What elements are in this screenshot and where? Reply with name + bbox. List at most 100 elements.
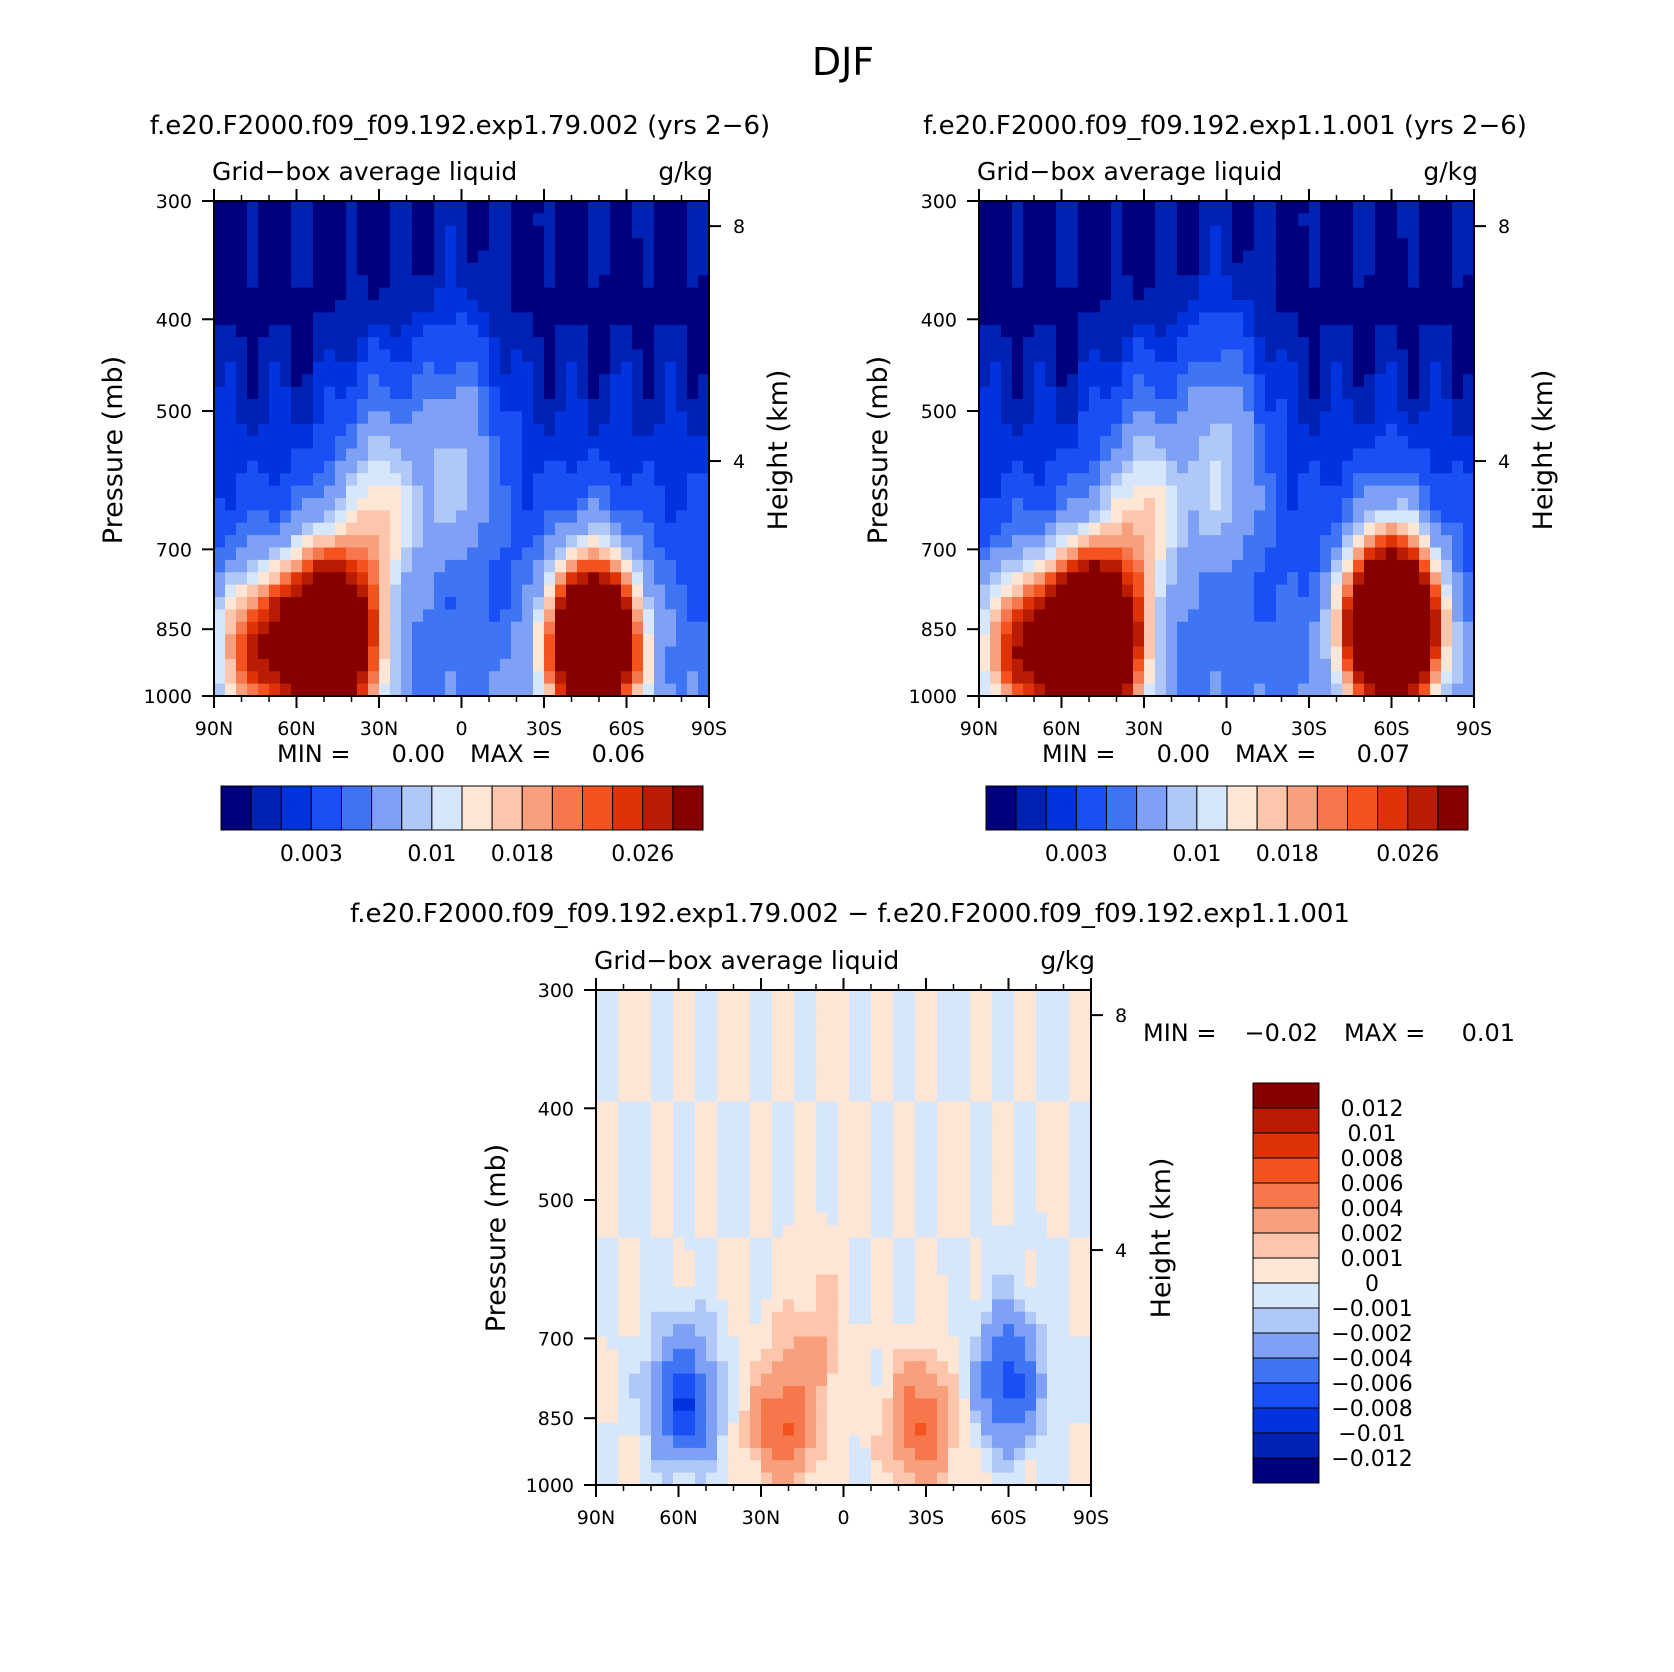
contour-cell	[654, 374, 666, 388]
contour-cell	[621, 399, 633, 412]
contour-cell	[992, 1262, 1004, 1276]
contour-cell	[676, 498, 688, 511]
contour-cell	[390, 349, 402, 363]
contour-cell	[1023, 498, 1035, 511]
contour-cell	[401, 423, 413, 437]
contour-cell	[1276, 547, 1288, 561]
contour-cell	[1320, 460, 1332, 474]
contour-cell	[654, 498, 666, 511]
contour-cell	[915, 1076, 927, 1090]
contour-cell	[1243, 436, 1255, 450]
contour-cell	[335, 386, 347, 400]
contour-cell	[1056, 423, 1068, 437]
contour-cell	[247, 411, 259, 425]
contour-cell	[1003, 1287, 1015, 1300]
contour-cell	[357, 485, 369, 499]
contour-cell	[225, 572, 237, 586]
y-tick-label: 700	[156, 539, 192, 561]
contour-cell	[1430, 671, 1442, 685]
contour-cell	[695, 1039, 707, 1053]
contour-cell	[588, 597, 600, 610]
contour-cell	[1025, 1002, 1037, 1016]
contour-cell	[357, 436, 369, 450]
contour-cell	[302, 411, 314, 425]
contour-cell	[291, 510, 303, 524]
contour-cell	[533, 300, 545, 313]
contour-cell	[687, 460, 699, 474]
contour-cell	[412, 287, 424, 301]
contour-cell	[618, 1027, 630, 1041]
contour-cell	[1331, 658, 1343, 672]
y-tick-label: 300	[921, 191, 957, 213]
contour-cell	[1243, 312, 1255, 326]
contour-cell	[948, 1274, 960, 1288]
contour-cell	[1276, 374, 1288, 388]
contour-cell	[577, 386, 589, 400]
contour-cell	[1320, 559, 1332, 573]
contour-cell	[1012, 423, 1024, 437]
contour-cell	[368, 510, 380, 524]
contour-cell	[500, 473, 512, 487]
contour-cell	[1221, 423, 1233, 437]
contour-cell	[489, 572, 501, 586]
contour-cell	[684, 1076, 696, 1090]
contour-cell	[544, 522, 556, 536]
contour-cell	[1342, 361, 1354, 375]
contour-cell	[750, 1299, 762, 1313]
contour-cell	[728, 1200, 740, 1214]
contour-cell	[643, 349, 655, 363]
contour-cell	[728, 1274, 740, 1288]
contour-cell	[1014, 1262, 1026, 1276]
contour-cell	[1045, 473, 1057, 487]
contour-cell	[1386, 584, 1398, 598]
contour-cell	[1166, 671, 1178, 685]
contour-cell	[904, 1212, 916, 1226]
contour-cell	[632, 411, 644, 425]
contour-cell	[1408, 324, 1420, 338]
contour-cell	[948, 1200, 960, 1214]
contour-cell	[1166, 349, 1178, 363]
contour-cell	[577, 634, 589, 648]
contour-cell	[302, 300, 314, 313]
contour-cell	[1177, 448, 1189, 462]
contour-cell	[643, 658, 655, 672]
contour-cell	[379, 498, 391, 511]
contour-cell	[1067, 584, 1079, 598]
contour-cell	[979, 584, 991, 598]
contour-cell	[478, 646, 490, 660]
contour-cell	[904, 1064, 916, 1078]
contour-cell	[1045, 386, 1057, 400]
contour-cell	[1056, 275, 1068, 289]
contour-cell	[434, 498, 446, 511]
contour-cell	[236, 213, 248, 227]
contour-cell	[500, 658, 512, 672]
contour-cell	[1408, 547, 1420, 561]
contour-cell	[698, 498, 710, 511]
contour-cell	[643, 671, 655, 685]
contour-cell	[948, 1113, 960, 1127]
contour-cell	[423, 201, 435, 214]
contour-cell	[990, 498, 1002, 511]
contour-cell	[423, 411, 435, 425]
contour-cell	[990, 658, 1002, 672]
contour-cell	[1298, 337, 1310, 351]
contour-cell	[1320, 201, 1332, 214]
contour-cell	[1144, 411, 1156, 425]
contour-cell	[1353, 436, 1365, 450]
contour-cell	[247, 671, 259, 685]
contour-cell	[1100, 312, 1112, 326]
contour-cell	[1199, 250, 1211, 264]
contour-cell	[687, 597, 699, 610]
contour-cell	[1276, 201, 1288, 214]
contour-cell	[596, 1113, 608, 1127]
contour-cell	[871, 1287, 883, 1300]
contour-cell	[1342, 386, 1354, 400]
contour-cell	[280, 621, 292, 635]
contour-cell	[706, 1002, 718, 1016]
contour-cell	[1069, 1188, 1081, 1201]
contour-cell	[588, 386, 600, 400]
contour-cell	[596, 1002, 608, 1016]
contour-cell	[423, 349, 435, 363]
contour-cell	[805, 1299, 817, 1313]
contour-cell	[1408, 201, 1420, 214]
